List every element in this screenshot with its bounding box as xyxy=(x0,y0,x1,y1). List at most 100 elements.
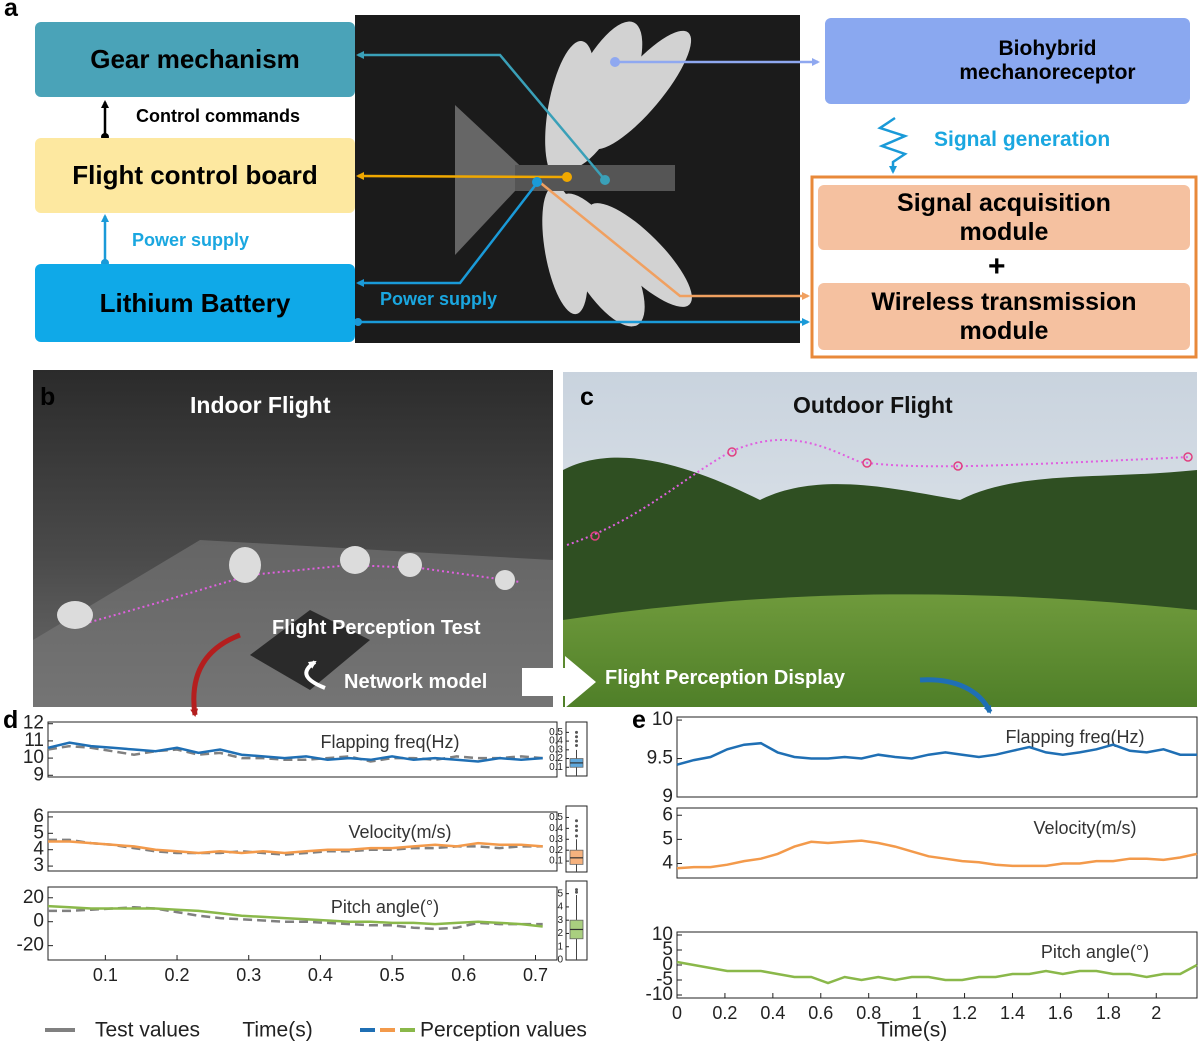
x-tick-label: 1.4 xyxy=(1000,1003,1025,1023)
x-tick-label: 0.1 xyxy=(93,965,118,985)
y-tick-label: 0.1 xyxy=(549,762,563,773)
label: Power supply xyxy=(380,289,498,309)
mechanoreceptor-box: Biohybrid mechanoreceptor xyxy=(825,18,1190,104)
label: Signal generation xyxy=(934,128,1111,151)
panel-label: b xyxy=(40,383,56,411)
x-tick-label: 0.6 xyxy=(451,965,476,985)
arrow-display-e xyxy=(919,677,993,714)
label: Power supply xyxy=(132,230,250,250)
series-line xyxy=(48,906,543,931)
x-tick-label: 0.3 xyxy=(236,965,261,985)
module-frame xyxy=(810,175,1198,359)
y-tick-label: -20 xyxy=(17,935,44,956)
caption: Network model xyxy=(344,671,488,693)
plot-frame xyxy=(676,807,1198,879)
y-tick-label: 5 xyxy=(662,939,673,960)
series-line xyxy=(47,904,543,928)
x-tick-label: 0.5 xyxy=(380,965,405,985)
x-tick-label: 0.7 xyxy=(523,965,548,985)
plus: + xyxy=(988,250,1006,283)
box-outlier xyxy=(575,743,578,747)
board-box: Flight control board xyxy=(35,138,355,213)
y-tick-label: 3 xyxy=(557,915,563,926)
y-tick-label: -10 xyxy=(646,984,673,1005)
y-tick-label: 5 xyxy=(557,888,563,899)
panel-label: a xyxy=(4,0,18,22)
x-tick-label: 0.4 xyxy=(760,1003,785,1023)
photo-title: Indoor Flight xyxy=(190,392,331,418)
x-tick-label: 0.2 xyxy=(165,965,190,985)
y-tick-label: 0.2 xyxy=(549,753,563,764)
x-tick-label: 0 xyxy=(672,1003,682,1023)
chart-title: Flapping freq(Hz) xyxy=(320,732,459,752)
photo-title: Outdoor Flight xyxy=(793,392,953,418)
x-tick-label: 0.6 xyxy=(808,1003,833,1023)
battery-box: Lithium Battery xyxy=(35,264,355,342)
y-tick-label: 0.2 xyxy=(549,845,563,856)
y-tick-label: 0.4 xyxy=(549,823,563,834)
x-tick-label: 0.2 xyxy=(712,1003,737,1023)
gear-box: Gear mechanism xyxy=(35,22,355,97)
y-tick-label: -5 xyxy=(656,969,673,990)
y-tick-label: 3 xyxy=(33,855,44,876)
plot-frame xyxy=(676,716,1198,798)
box-outlier xyxy=(575,829,578,833)
trees-art xyxy=(563,457,1197,620)
caption: Flight Perception Display xyxy=(605,667,846,689)
series-line xyxy=(47,741,543,763)
y-tick-label: 9 xyxy=(33,764,44,785)
y-tick-label: 1 xyxy=(557,941,563,952)
plot-frame xyxy=(47,811,558,872)
y-tick-label: 4 xyxy=(662,853,673,874)
wireless-box: Wireless transmission module xyxy=(818,283,1190,350)
chart-title: Pitch angle(°) xyxy=(1041,942,1149,962)
x-tick-label: 1.6 xyxy=(1048,1003,1073,1023)
label: Control commands xyxy=(136,106,301,126)
series-line xyxy=(676,741,1197,766)
y-tick-label: 0 xyxy=(33,911,44,932)
box-outlier xyxy=(575,890,578,894)
x-axis-label: Time(s) xyxy=(242,1019,312,1042)
y-tick-label: 6 xyxy=(662,804,673,825)
connectors xyxy=(101,51,909,326)
waypoints xyxy=(590,447,1193,541)
pad-art xyxy=(250,610,370,690)
y-tick-label: 11 xyxy=(24,730,44,751)
chart-title: Pitch angle(°) xyxy=(331,897,439,917)
y-tick-label: 5 xyxy=(662,828,673,849)
y-tick-label: 5 xyxy=(33,822,44,843)
y-tick-label: 0.4 xyxy=(549,736,563,747)
chart-title: Flapping freq(Hz) xyxy=(1005,727,1144,747)
box-outlier xyxy=(575,739,578,743)
series-line xyxy=(676,960,1198,985)
trajectory xyxy=(566,438,1191,546)
trajectory xyxy=(79,563,521,626)
arrow-display xyxy=(522,656,596,708)
y-tick-label: 10 xyxy=(652,924,673,945)
y-tick-label: 0.1 xyxy=(549,856,563,867)
chart-title: Velocity(m/s) xyxy=(348,822,451,842)
acquisition-box: Signal acquisition module xyxy=(818,185,1190,250)
y-tick-label: 0.3 xyxy=(549,744,563,755)
plot-frame xyxy=(47,886,558,961)
y-tick-label: 12 xyxy=(23,713,44,734)
y-tick-label: 4 xyxy=(557,902,563,913)
y-tick-label: 2 xyxy=(557,928,563,939)
x-tick-label: 1 xyxy=(912,1003,922,1023)
x-axis-label: Time(s) xyxy=(877,1019,947,1042)
box-outlier xyxy=(575,824,578,828)
y-tick-label: 6 xyxy=(33,806,44,827)
grass-art xyxy=(563,594,1197,707)
y-tick-label: 0.5 xyxy=(549,812,563,823)
x-tick-label: 2 xyxy=(1151,1003,1161,1023)
wing-art xyxy=(542,21,692,327)
box-outlier xyxy=(575,735,578,739)
panel-label: e xyxy=(632,706,646,734)
caption: Flight Perception Test xyxy=(272,617,481,639)
y-tick-label: 9.5 xyxy=(647,748,673,769)
legend-label: Perception values xyxy=(420,1019,587,1042)
x-tick-label: 0.4 xyxy=(308,965,333,985)
x-tick-label: 1.8 xyxy=(1096,1003,1121,1023)
box-outlier xyxy=(575,888,578,892)
